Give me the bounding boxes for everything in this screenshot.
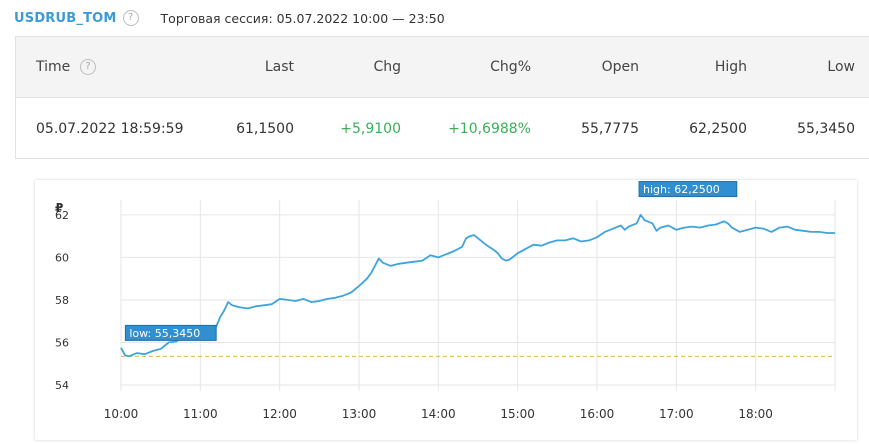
x-tick-label: 18:00 (738, 407, 773, 421)
cell-time: 05.07.2022 18:59:59 (36, 121, 184, 137)
price-line (120, 214, 835, 358)
column-header-low: Low (827, 59, 855, 75)
column-header-chg: Chg (373, 59, 401, 75)
cell-last: 61,1500 (236, 121, 294, 137)
high-annotation-box (638, 181, 738, 198)
x-tick-label: 10:00 (104, 407, 139, 421)
column-header-chg-pct: Chg% (490, 59, 531, 75)
price-chart: 62 60 58 56 54 ₽10:00 11:00 12:00 13:00 14:00 15:0… (35, 180, 857, 440)
x-tick-label: 11:00 (183, 407, 218, 421)
cell-open: 55,7775 (581, 121, 639, 137)
ticker-symbol[interactable]: USDRUB_TOM (14, 10, 117, 26)
x-tick-label: 12:00 (262, 407, 297, 421)
table-header-row: Time ? Last Chg Chg% Open High Low (16, 37, 869, 98)
low-annotation-box (124, 324, 217, 341)
x-tick-label: 13:00 (342, 407, 377, 421)
cell-low: 55,3450 (797, 121, 855, 137)
cell-high: 62,2500 (689, 121, 747, 137)
high-annotation-text: high: 62,2500 (643, 183, 720, 196)
column-header-high: High (714, 59, 747, 75)
help-icon[interactable]: ? (122, 10, 139, 26)
x-tick-label: 16:00 (580, 407, 615, 421)
y-tick-label: 58 (55, 294, 69, 307)
header-bar: USDRUB_TOM ? Торговая сессия: 05.07.2022… (14, 0, 445, 36)
currency-symbol: ₽ (55, 201, 63, 215)
x-tick-label: 17:00 (659, 407, 694, 421)
y-tick-label: 62 (55, 209, 69, 222)
column-header-last: Last (264, 59, 294, 75)
x-tick-label: 14:00 (421, 407, 456, 421)
quote-table: Time ? Last Chg Chg% Open High Low 05.07… (15, 36, 869, 159)
session-info: Торговая сессия: 05.07.2022 10:00 — 23:5… (160, 10, 445, 26)
column-header-open: Open (601, 59, 639, 75)
chart-canvas: 62 60 58 56 54 ₽10:00 11:00 12:00 13:00 14:00 15:0… (55, 181, 836, 421)
y-tick-label: 56 (55, 336, 69, 349)
y-tick-label: 54 (55, 379, 69, 392)
y-tick-label: 60 (55, 251, 69, 264)
cell-chg: +5,9100 (340, 121, 401, 137)
cell-chg-pct: +10,6988% (448, 121, 531, 137)
x-tick-label: 15:00 (500, 407, 535, 421)
help-icon[interactable]: ? (80, 59, 96, 75)
low-annotation-text: low: 55,3450 (129, 327, 200, 340)
column-header-time: Time (36, 59, 71, 75)
